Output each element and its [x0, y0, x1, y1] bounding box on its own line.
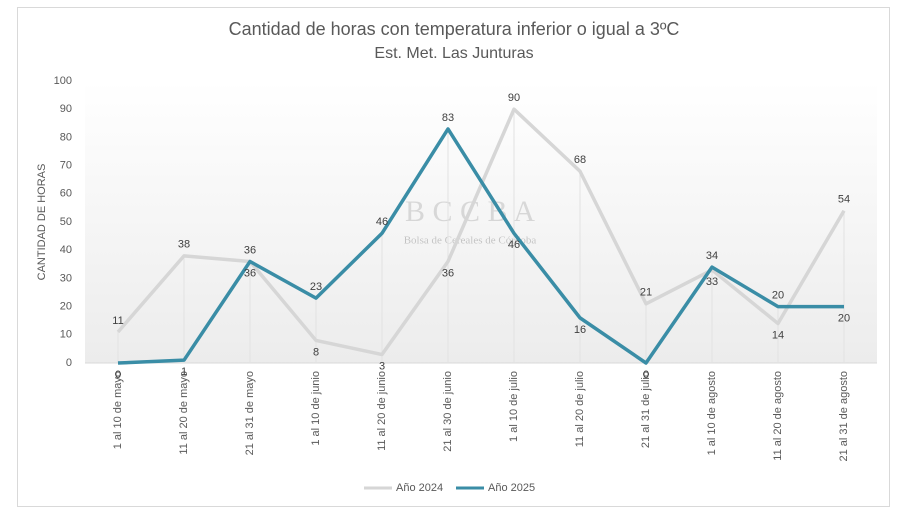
data-label: 20	[772, 290, 784, 302]
watermark-text: Bolsa de Cereales de Córdoba	[404, 235, 537, 247]
y-tick-label: 100	[54, 75, 72, 87]
series-line	[116, 107, 846, 357]
data-label: 20	[838, 313, 850, 325]
x-tick-label: 1 al 10 de julio	[508, 371, 520, 442]
x-tick-label: 21 al 31 de julio	[640, 371, 652, 448]
data-label: 11	[112, 315, 123, 327]
data-label: 36	[442, 267, 454, 279]
data-label: 83	[442, 112, 454, 124]
data-label: 0	[643, 369, 649, 381]
x-tick-label: 11 al 20 de junio	[376, 371, 388, 451]
x-tick-label: 1 al 10 de agosto	[706, 371, 718, 455]
data-label: 36	[244, 267, 256, 279]
data-label: 46	[508, 239, 520, 251]
data-label: 21	[640, 287, 652, 299]
y-tick-label: 80	[60, 131, 72, 143]
x-tick-label: 21 al 30 de junio	[442, 371, 454, 452]
x-tick-label: 21 al 31 de mayo	[244, 371, 256, 455]
data-label: 23	[310, 281, 322, 293]
x-tick-label: 1 al 10 de junio	[310, 371, 322, 446]
series-line	[117, 127, 844, 365]
y-tick-label: 50	[60, 216, 72, 228]
y-tick-label: 60	[60, 188, 72, 200]
plot-area	[85, 81, 877, 363]
data-label: 3	[379, 360, 385, 372]
data-label: 46	[376, 216, 388, 228]
y-tick-label: 0	[66, 357, 72, 369]
data-label: 90	[508, 92, 520, 104]
legend-label: Año 2025	[488, 482, 535, 494]
data-label: 34	[706, 250, 718, 262]
legend-label: Año 2024	[396, 482, 443, 494]
x-tick-label: 21 al 31 de agosto	[838, 371, 850, 462]
data-label: 16	[574, 324, 586, 336]
data-label: 14	[772, 329, 784, 341]
data-label: 54	[838, 194, 850, 206]
y-axis-label: CANTIDAD DE HORAS	[36, 164, 48, 281]
data-label: 0	[115, 369, 121, 381]
chart-title: Cantidad de horas con temperatura inferi…	[229, 19, 680, 39]
y-tick-label: 70	[60, 160, 72, 172]
x-tick-label: 11 al 20 de julio	[574, 371, 586, 447]
x-tick-label: 11 al 20 de mayo	[178, 371, 190, 455]
y-tick-label: 40	[60, 244, 72, 256]
data-label: 38	[178, 239, 190, 251]
y-tick-label: 30	[60, 272, 72, 284]
data-label: 1	[181, 366, 187, 378]
data-label: 68	[574, 154, 586, 166]
x-tick-label: 1 al 10 de mayo	[112, 371, 124, 449]
y-tick-label: 90	[60, 103, 72, 115]
data-label: 8	[313, 346, 319, 358]
x-tick-label: 11 al 20 de agosto	[772, 371, 784, 461]
data-label: 36	[244, 244, 256, 256]
data-label: 33	[706, 276, 718, 288]
y-tick-label: 10	[60, 329, 72, 341]
chart-subtitle: Est. Met. Las Junturas	[374, 45, 533, 62]
y-tick-label: 20	[60, 301, 72, 313]
